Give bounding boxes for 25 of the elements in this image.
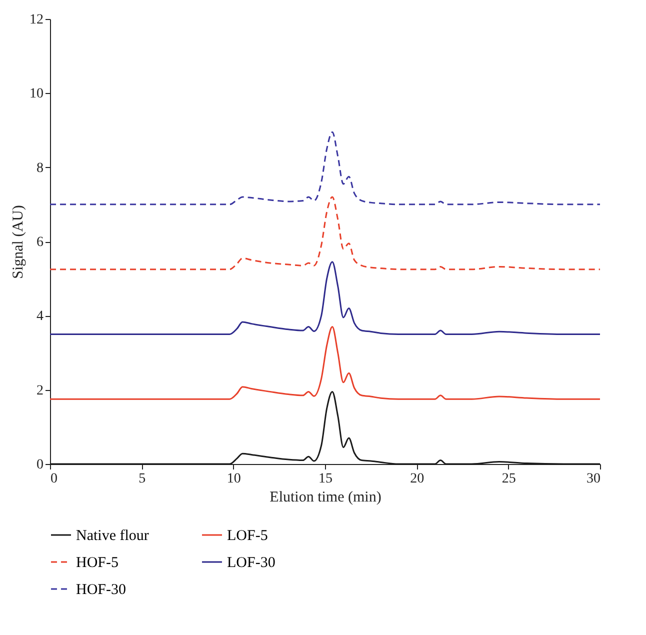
y-tick-label: 2 (36, 383, 44, 398)
y-tick-label: 12 (30, 12, 44, 28)
x-axis-title: Elution time (min) (270, 490, 382, 506)
legend-label: Native flour (76, 528, 149, 544)
line-series (49, 196, 601, 270)
y-tick-label: 10 (30, 86, 44, 102)
legend-label: LOF-5 (227, 528, 268, 544)
legend-label: HOF-5 (76, 555, 119, 571)
y-tick-label: 8 (36, 160, 44, 176)
x-tick-label: 20 (410, 472, 424, 486)
y-axis-title: Signal (AU) (10, 205, 26, 279)
line-series (49, 261, 601, 335)
x-tick-label: 25 (502, 472, 516, 486)
legend-label: HOF-30 (76, 582, 126, 598)
legend-label: LOF-30 (227, 555, 276, 571)
x-tick-label: 0 (50, 472, 58, 486)
line-series (49, 131, 601, 206)
y-tick-label: 4 (36, 309, 44, 324)
line-series (49, 326, 601, 400)
x-tick-label: 30 (586, 472, 600, 486)
x-tick-label: 15 (318, 472, 332, 486)
y-tick-label: 6 (36, 235, 44, 250)
y-tick-label: 0 (36, 458, 44, 472)
x-tick-label: 10 (226, 472, 241, 486)
x-tick-label: 5 (138, 472, 146, 486)
